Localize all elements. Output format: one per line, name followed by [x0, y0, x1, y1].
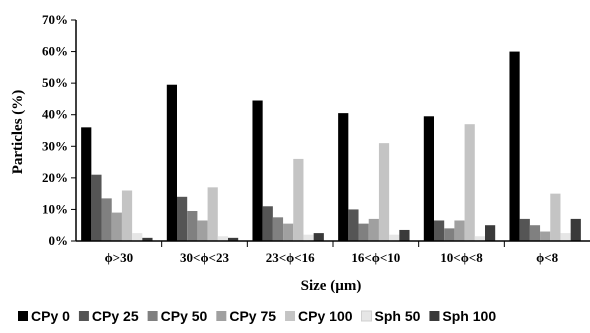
bar-sph-50 [474, 236, 485, 241]
bar-cpy-100 [207, 187, 218, 241]
bar-cpy-0 [252, 100, 263, 241]
y-tick-label: 0% [49, 233, 69, 248]
y-axis-ticks: 0% 10% 20% 30% 40% 50% 60% 70% [42, 12, 76, 248]
bar-sph-100 [399, 229, 410, 241]
legend-swatch [216, 311, 227, 321]
x-axis-ticks: ϕ>30 30<ϕ<23 23<ϕ<16 16<ϕ<10 10<ϕ<8 ϕ<8 [105, 250, 559, 265]
bar-cpy-0 [423, 116, 434, 241]
bar-cpy-25 [519, 218, 530, 241]
y-axis-title: Particles (%) [10, 90, 26, 175]
legend-swatch [18, 311, 28, 321]
legend-label: CPy 100 [298, 308, 353, 324]
bar-cpy-50 [187, 211, 198, 241]
bar-sph-50 [560, 233, 571, 241]
bar-sph-100 [228, 237, 239, 241]
legend: CPy 0 CPy 25 CPy 50 CPy 75 CPy 100 Sph 50 Sph … [18, 308, 496, 324]
legend-label: CPy 25 [92, 308, 139, 324]
x-tick-label: 30<ϕ<23 [180, 250, 229, 265]
legend-swatch [78, 311, 89, 321]
bar-sph-100 [142, 237, 153, 241]
bar-sph-100 [313, 233, 324, 241]
bar-cpy-100 [464, 124, 475, 241]
bar-cpy-75 [368, 218, 379, 241]
bar-cpy-75 [111, 212, 122, 241]
bar-cpy-75 [540, 231, 551, 241]
x-tick-label: ϕ<8 [536, 250, 559, 265]
bar-cpy-25 [177, 196, 188, 241]
bar-sph-50 [389, 234, 400, 241]
bar-cpy-100 [293, 158, 304, 241]
y-tick-label: 20% [42, 170, 68, 185]
bar-cpy-50 [101, 198, 112, 241]
axes [75, 20, 590, 247]
bar-cpy-0 [81, 127, 92, 241]
bar-cpy-75 [197, 220, 208, 241]
x-tick-label: 23<ϕ<16 [266, 250, 315, 265]
x-tick-label: ϕ>30 [105, 250, 134, 265]
bar-cpy-100 [121, 190, 133, 241]
bar-cpy-0 [509, 51, 520, 242]
legend-label: CPy 50 [161, 308, 208, 324]
bar-sph-50 [217, 236, 228, 241]
bar-cpy-25 [348, 209, 359, 241]
bar-cpy-100 [550, 193, 561, 241]
y-tick-label: 30% [42, 138, 68, 153]
legend-label: CPy 75 [229, 308, 276, 324]
bars [81, 51, 581, 242]
bar-sph-50 [132, 233, 143, 241]
legend-swatch [429, 311, 440, 321]
legend-swatch [285, 311, 296, 321]
legend-swatch [361, 310, 373, 322]
bar-cpy-50 [272, 217, 284, 241]
bar-sph-50 [303, 234, 314, 241]
x-tick-label: 10<ϕ<8 [440, 250, 483, 265]
legend-swatch [147, 311, 158, 321]
bar-cpy-50 [444, 228, 455, 241]
bar-cpy-75 [283, 223, 294, 241]
bar-cpy-25 [434, 220, 445, 241]
y-tick-label: 60% [42, 44, 68, 59]
y-tick-label: 10% [42, 201, 68, 216]
legend-label: Sph 50 [375, 308, 421, 324]
x-tick-label: 16<ϕ<10 [351, 250, 400, 265]
y-tick-label: 70% [42, 12, 68, 27]
bar-cpy-0 [338, 113, 349, 241]
bar-sph-100 [485, 225, 496, 241]
bar-cpy-25 [262, 206, 273, 241]
bar-cpy-100 [378, 143, 390, 241]
bar-cpy-50 [529, 225, 541, 241]
x-axis-title: Size (µm) [301, 278, 362, 294]
y-tick-label: 50% [42, 75, 68, 90]
bar-cpy-50 [358, 223, 369, 241]
bar-cpy-75 [454, 220, 465, 241]
legend-label: CPy 0 [31, 308, 70, 324]
bar-cpy-0 [166, 84, 177, 241]
legend-label: Sph 100 [442, 308, 496, 324]
y-tick-label: 40% [42, 107, 68, 122]
bar-sph-100 [570, 218, 581, 241]
bar-cpy-25 [91, 174, 102, 241]
